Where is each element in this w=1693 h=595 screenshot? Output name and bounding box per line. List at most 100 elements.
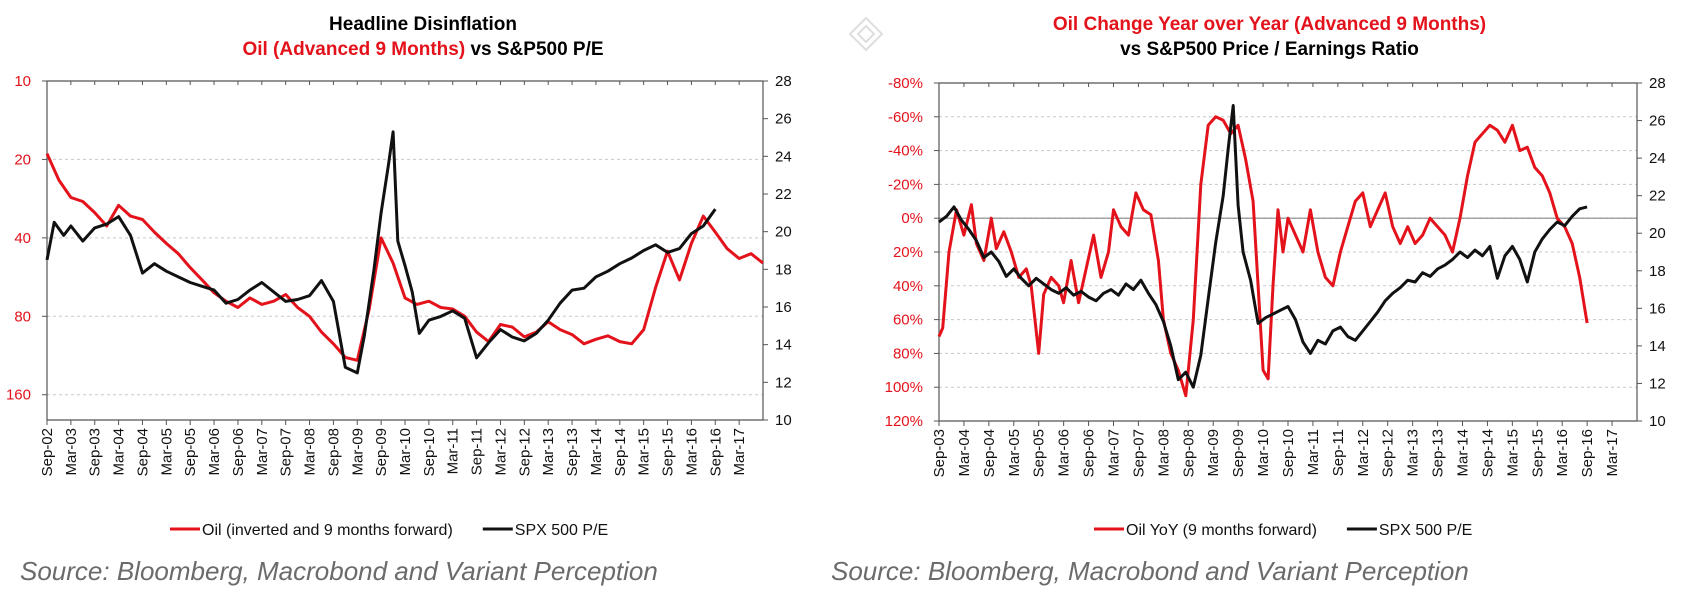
left-y-tick-label: 40%: [893, 278, 923, 295]
right-y-tick-label: 24: [1649, 150, 1666, 167]
x-tick-label: Sep-05: [182, 428, 199, 476]
x-tick-label: Mar-12: [1355, 429, 1372, 477]
x-tick-label: Mar-10: [1255, 429, 1272, 477]
right-y-tick-label: 12: [1649, 375, 1666, 392]
right-y-tick-label: 20: [1649, 225, 1666, 242]
x-tick-label: Sep-16: [707, 428, 724, 476]
x-tick-label: Mar-09: [349, 428, 366, 476]
legend-spx-label: SPX 500 P/E: [1379, 522, 1472, 539]
right-y-tick-label: 28: [1649, 75, 1666, 92]
x-tick-label: Sep-08: [1180, 429, 1197, 477]
x-tick-label: Mar-09: [1205, 429, 1222, 477]
right-y-tick-label: 14: [775, 337, 792, 354]
x-tick-label: Sep-13: [564, 428, 581, 476]
x-tick-label: Sep-04: [981, 429, 998, 477]
x-tick-label: Mar-08: [302, 428, 319, 476]
x-tick-label: Mar-08: [1155, 429, 1172, 477]
left-y-tick-label: 60%: [893, 312, 923, 329]
x-tick-label: Sep-09: [373, 428, 390, 476]
x-tick-label: Sep-08: [325, 428, 342, 476]
right-y-tick-label: 26: [775, 111, 792, 128]
x-tick-label: Sep-16: [1579, 429, 1596, 477]
x-tick-label: Sep-09: [1230, 429, 1247, 477]
left-y-tick-label: 120%: [885, 413, 923, 430]
x-tick-label: Sep-12: [1380, 429, 1397, 477]
x-tick-label: Mar-14: [588, 428, 605, 476]
x-tick-label: Mar-04: [111, 428, 128, 476]
left-y-tick-label: 20%: [893, 244, 923, 261]
left-y-tick-label: 20: [14, 151, 31, 168]
right-y-tick-label: 26: [1649, 113, 1666, 130]
x-tick-label: Sep-07: [278, 428, 295, 476]
right-y-tick-label: 16: [775, 299, 792, 316]
left-title-line1: Headline Disinflation: [329, 14, 517, 35]
x-tick-label: Mar-11: [445, 428, 462, 474]
left-y-tick-label: 100%: [885, 379, 923, 396]
x-tick-label: Sep-10: [421, 428, 438, 476]
left-y-tick-label: 80: [14, 308, 31, 325]
x-tick-label: Mar-06: [1056, 429, 1073, 477]
left-y-tick-label: 40: [14, 230, 31, 247]
left-title-line2: Oil (Advanced 9 Months) vs S&P500 P/E: [0, 37, 846, 62]
left-chart-title: Headline Disinflation Oil (Advanced 9 Mo…: [0, 12, 846, 62]
left-y-tick-label: -20%: [888, 176, 923, 193]
x-tick-label: Sep-06: [230, 428, 247, 476]
x-tick-label: Sep-11: [469, 428, 486, 475]
spx-series-line: [45, 130, 717, 375]
x-tick-label: Sep-05: [1031, 429, 1048, 477]
x-tick-label: Mar-17: [1604, 429, 1621, 477]
left-y-tick-label: -40%: [888, 143, 923, 160]
x-tick-label: Mar-13: [1405, 429, 1422, 477]
x-tick-label: Mar-11: [1305, 429, 1322, 475]
x-tick-label: Mar-07: [1106, 429, 1123, 477]
x-tick-label: Sep-03: [931, 429, 948, 477]
x-tick-label: Sep-06: [1081, 429, 1098, 477]
right-y-tick-label: 22: [1649, 188, 1666, 205]
right-y-tick-label: 18: [775, 261, 792, 278]
x-tick-label: Mar-14: [1455, 429, 1472, 477]
legend-spx-label: SPX 500 P/E: [515, 522, 608, 539]
left-y-tick-label: 80%: [893, 345, 923, 362]
x-tick-label: Mar-06: [206, 428, 223, 476]
oil-series-line: [45, 152, 764, 362]
right-source-note: Source: Bloomberg, Macrobond and Variant…: [831, 556, 1469, 586]
left-title-red: Oil (Advanced 9 Months): [242, 39, 466, 60]
x-tick-label: Mar-07: [254, 428, 271, 476]
x-tick-label: Mar-03: [63, 428, 80, 476]
left-chart-panel: Headline Disinflation Oil (Advanced 9 Mo…: [0, 0, 846, 595]
left-y-tick-label: 160: [6, 387, 31, 404]
left-title-black: vs S&P500 P/E: [465, 39, 604, 60]
x-tick-label: Sep-11: [1330, 429, 1347, 476]
right-y-tick-label: 24: [775, 148, 792, 165]
right-title-line1: Oil Change Year over Year (Advanced 9 Mo…: [1052, 14, 1487, 35]
right-y-tick-label: 10: [1649, 413, 1666, 430]
x-tick-label: Mar-05: [158, 428, 175, 476]
x-tick-label: Mar-13: [540, 428, 557, 476]
x-tick-label: Mar-17: [731, 428, 748, 476]
x-tick-label: Sep-12: [516, 428, 533, 476]
x-tick-label: Sep-13: [1430, 429, 1447, 477]
x-tick-label: Mar-16: [683, 428, 700, 476]
x-tick-label: Mar-15: [636, 428, 653, 476]
right-y-tick-label: 12: [775, 374, 792, 391]
x-tick-label: Sep-14: [612, 428, 629, 476]
left-y-tick-label: 0%: [901, 210, 923, 227]
left-y-tick-label: 10: [14, 73, 31, 90]
x-tick-label: Mar-12: [492, 428, 509, 476]
right-y-tick-label: 10: [775, 412, 792, 429]
left-y-tick-label: -80%: [888, 75, 923, 92]
x-tick-label: Sep-04: [134, 428, 151, 476]
x-tick-label: Mar-15: [1504, 429, 1521, 477]
x-tick-label: Sep-14: [1479, 429, 1496, 477]
left-y-tick-label: -60%: [888, 109, 923, 126]
x-tick-label: Mar-04: [956, 429, 973, 477]
x-tick-label: Mar-10: [397, 428, 414, 476]
right-chart-panel: Oil Change Year over Year (Advanced 9 Mo…: [831, 0, 1693, 595]
x-tick-label: Mar-16: [1554, 429, 1571, 477]
x-tick-label: Mar-05: [1006, 429, 1023, 477]
legend-oil-label: Oil (inverted and 9 months forward): [202, 522, 453, 539]
right-y-tick-label: 14: [1649, 338, 1666, 355]
right-title-line2: vs S&P500 Price / Earnings Ratio: [1120, 39, 1419, 60]
left-source-note: Source: Bloomberg, Macrobond and Variant…: [20, 556, 658, 586]
right-y-tick-label: 20: [775, 224, 792, 241]
